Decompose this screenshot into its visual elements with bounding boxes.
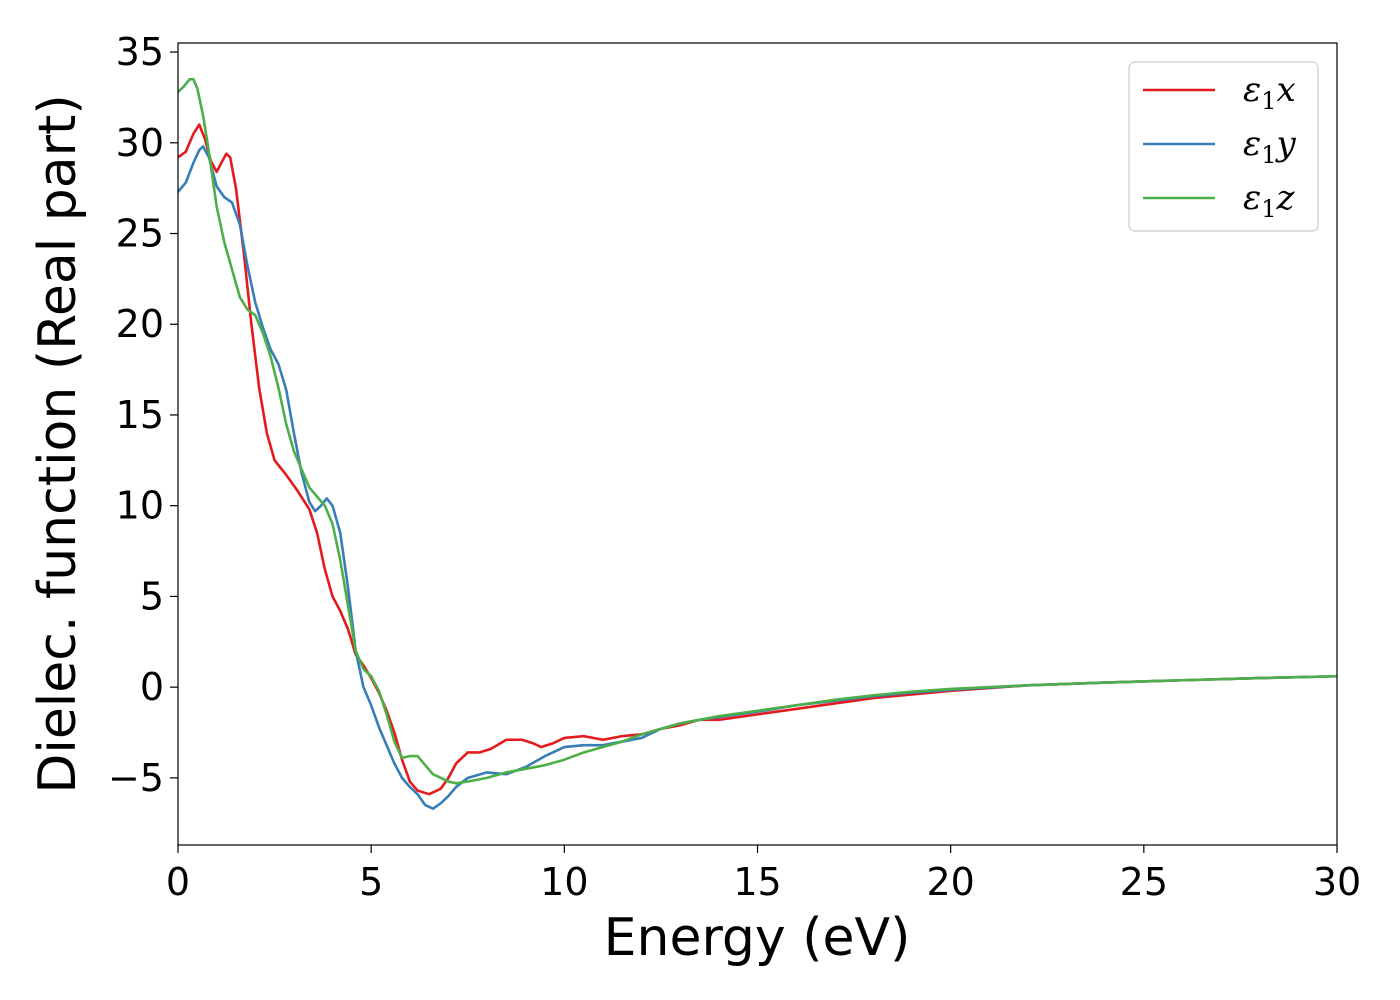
legend-label-z: ε1z bbox=[1243, 178, 1296, 223]
legend-label-x: ε1x bbox=[1243, 70, 1296, 115]
x-tick-label: 30 bbox=[1313, 860, 1361, 904]
series-layer bbox=[178, 77, 1337, 811]
legend-label-subscript: 1 bbox=[1261, 195, 1276, 223]
y-tick-label: −5 bbox=[108, 756, 164, 800]
y-tick-label: 5 bbox=[140, 574, 164, 618]
x-axis: 0 5 10 15 20 25 30 bbox=[166, 845, 1361, 904]
y-tick-label: 20 bbox=[116, 302, 164, 346]
x-tick-label: 15 bbox=[733, 860, 781, 904]
legend-label-subscript: 1 bbox=[1261, 141, 1276, 169]
y-tick-label: 10 bbox=[116, 484, 164, 528]
legend-label-axis: y bbox=[1275, 124, 1297, 164]
x-axis-title: Energy (eV) bbox=[604, 908, 911, 968]
x-tick-label: 0 bbox=[166, 860, 190, 904]
legend-label-axis: x bbox=[1277, 70, 1296, 110]
x-tick-label: 5 bbox=[359, 860, 383, 904]
x-tick-label: 20 bbox=[926, 860, 974, 904]
y-tick-label: 35 bbox=[116, 30, 164, 74]
x-tick-label: 10 bbox=[540, 860, 588, 904]
legend-label-axis: z bbox=[1276, 178, 1296, 218]
y-tick-label: 25 bbox=[116, 212, 164, 256]
y-tick-label: 15 bbox=[116, 393, 164, 437]
y-axis-title: Dielec. function (Real part) bbox=[28, 94, 88, 793]
y-axis: −5 0 5 10 15 20 25 30 35 bbox=[108, 30, 178, 800]
x-tick-label: 25 bbox=[1120, 860, 1168, 904]
y-tick-label: 0 bbox=[140, 665, 164, 709]
y-tick-label: 30 bbox=[116, 121, 164, 165]
legend-label-base: ε bbox=[1243, 70, 1261, 110]
legend-label-base: ε bbox=[1243, 178, 1261, 218]
series-line-z bbox=[178, 77, 1337, 785]
legend-label-subscript: 1 bbox=[1261, 87, 1276, 115]
legend-box bbox=[1128, 61, 1319, 232]
legend-label-y: ε1y bbox=[1243, 124, 1297, 169]
legend-label-base: ε bbox=[1243, 124, 1261, 164]
